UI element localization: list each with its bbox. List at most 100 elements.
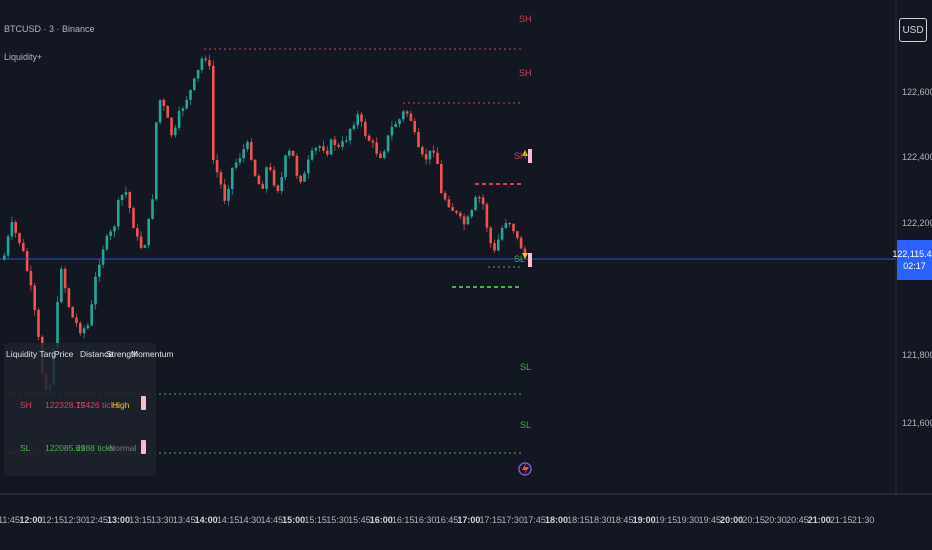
candle-body: [417, 132, 420, 148]
liquidity-table: Liquidity Targ Price Distance Strength M…: [4, 343, 174, 476]
candle-body: [307, 159, 310, 174]
indicator-legend[interactable]: Liquidity+: [4, 52, 43, 62]
candle-body: [113, 226, 116, 232]
candle-body: [348, 128, 352, 141]
candle-body: [299, 175, 302, 182]
candle-body: [117, 200, 120, 227]
candle-body: [371, 140, 375, 143]
table-header: Strength: [106, 349, 139, 359]
time-axis-label: 21:15: [829, 515, 853, 525]
time-axis-label: 15:30: [326, 515, 349, 525]
candle-body: [402, 111, 405, 120]
candle-body: [462, 216, 466, 225]
candle-body: [155, 122, 158, 200]
candle-body: [158, 99, 162, 123]
price-axis-label: 122,200.00: [902, 218, 932, 228]
candle-body: [390, 126, 394, 136]
candle-body: [79, 323, 82, 334]
candle-body: [60, 268, 63, 302]
row-strength: Normal: [109, 443, 137, 453]
candle-body: [174, 127, 177, 136]
symbol-legend[interactable]: BTCUSD · 3 · Binance: [4, 24, 95, 34]
candle-body: [440, 164, 443, 194]
candle-body: [436, 152, 439, 165]
time-axis-label: 16:00: [369, 515, 393, 525]
candle-body: [360, 114, 363, 122]
row-price: 122085.61: [45, 443, 86, 453]
candle-body: [63, 268, 67, 289]
candle-body: [322, 146, 325, 151]
candle-body: [474, 197, 477, 211]
candle-body: [33, 285, 36, 310]
time-axis-label: 21:30: [851, 515, 875, 525]
candle-body: [516, 231, 519, 238]
candle-body: [181, 108, 185, 111]
candle-body: [132, 208, 135, 229]
currency-button[interactable]: USD: [899, 18, 927, 42]
time-axis-label: 14:30: [238, 515, 262, 525]
candle-body: [341, 141, 344, 147]
candle-body: [208, 60, 211, 66]
candle-body: [219, 172, 223, 185]
table-header: Momentum: [131, 349, 174, 359]
table-header: Price: [54, 349, 74, 359]
candle-body: [250, 142, 253, 160]
time-axis-label: 11:45: [0, 515, 20, 525]
candle-body: [481, 197, 485, 205]
time-axis-label: 15:15: [304, 515, 327, 525]
candle-body: [443, 193, 447, 200]
candle-body: [128, 192, 131, 209]
candle-body: [22, 242, 25, 252]
sh-marker: SH: [519, 14, 532, 24]
lightning-icon: [518, 462, 532, 476]
candle-body: [147, 218, 150, 246]
candle-body: [333, 139, 337, 145]
candle-body: [504, 223, 508, 228]
candle-body: [470, 210, 473, 217]
candle-body: [478, 197, 481, 199]
candle-body: [105, 235, 109, 250]
row-strength: High: [112, 400, 130, 410]
candle-body: [451, 207, 454, 211]
candle-body: [37, 309, 40, 337]
candle-body: [200, 58, 204, 71]
time-axis-label: 16:30: [413, 515, 437, 525]
price-axis-label: 122,600.00: [902, 87, 932, 97]
time-axis-label: 15:00: [282, 515, 306, 525]
time-axis-label: 18:30: [589, 515, 612, 525]
candle-body: [162, 99, 166, 106]
candle-body: [212, 65, 215, 160]
sh-label-box: [528, 149, 532, 163]
candle-body: [512, 223, 515, 232]
candle-body: [383, 151, 386, 158]
candle-body: [109, 231, 112, 236]
sl-marker: SL: [520, 362, 532, 372]
candle-body: [196, 70, 200, 79]
candle-body: [497, 239, 500, 251]
candle-body: [500, 227, 504, 240]
time-axis-label: 12:15: [41, 515, 65, 525]
candle-body: [326, 150, 329, 155]
sl-label-box: [528, 253, 532, 267]
candles: [3, 54, 527, 391]
time-axis-label: 14:45: [260, 515, 284, 525]
candle-body: [10, 221, 14, 237]
time-axis-label: 18:00: [544, 515, 569, 525]
time-axis-label: 15:45: [348, 515, 371, 525]
current-price-value: 122,115.49: [892, 249, 932, 259]
time-axis-label: 17:00: [457, 515, 481, 525]
candle-body: [288, 150, 291, 156]
row-distance: 2988 ticks: [76, 443, 115, 453]
time-axis-label: 21:00: [807, 515, 831, 525]
candle-body: [519, 237, 523, 249]
time-axis-label: 13:30: [151, 515, 174, 525]
candle-body: [379, 153, 382, 158]
candle-body: [421, 147, 424, 155]
row-distance: 17426 ticks: [76, 400, 119, 410]
candle-body: [56, 301, 59, 349]
time-axis-label: 20:15: [742, 515, 765, 525]
candle-body: [375, 142, 378, 154]
time-axis-label: 12:45: [85, 515, 108, 525]
time-axis-label: 18:15: [567, 515, 590, 525]
